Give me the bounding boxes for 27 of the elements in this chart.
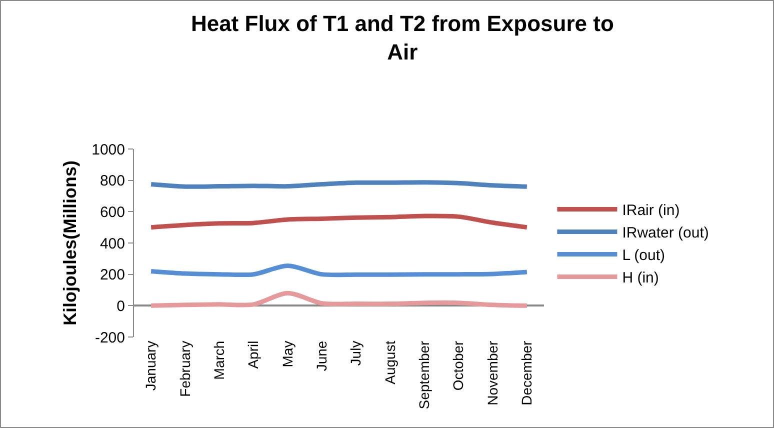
x-tick-label: July [348,340,364,366]
legend-label: L (out) [622,247,665,264]
x-tick-label: August [382,340,398,384]
x-tick-label: October [450,340,466,391]
y-tick-label: 200 [100,266,125,284]
y-tick-label: 600 [100,204,125,221]
chart-title: Heat Flux of T1 and T2 from Exposure to Air [190,10,614,64]
legend-label: H (in) [622,270,659,287]
x-tick-label: January [142,340,159,391]
line-series [148,263,530,278]
line-series [148,214,530,230]
y-tick-label: 800 [100,172,125,190]
legend-label: IRwater (out) [622,224,709,242]
x-tick-label: December [518,340,534,406]
x-tick-label: May [279,340,296,368]
y-axis-title: Kilojoules(Millions) [60,160,80,326]
x-tick-label: June [313,340,330,372]
y-tick-label: 1000 [92,141,125,158]
x-tick-label: September [416,340,432,410]
x-tick-label: February [176,340,193,397]
legend-label: IRair (in) [622,202,680,220]
y-tick-label: -200 [94,329,125,346]
y-tick-label: 0 [116,298,125,315]
y-tick-label: 400 [100,235,125,252]
x-tick-label: April [245,340,262,369]
x-tick-label: November [484,340,500,406]
x-tick-label: March [210,340,227,380]
